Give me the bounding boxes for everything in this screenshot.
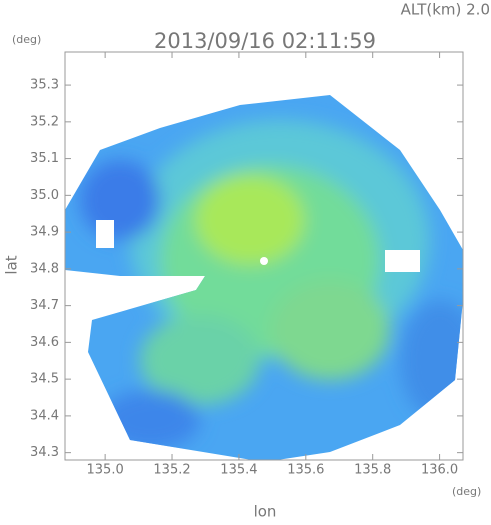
y-tick-label: 35.2 — [30, 114, 59, 129]
x-tick-label: 135.0 — [87, 463, 124, 478]
y-unit: (deg) — [12, 33, 41, 46]
y-tick-label: 35.1 — [30, 151, 59, 166]
y-tick-label: 34.9 — [30, 225, 59, 240]
y-tick-label: 34.6 — [30, 335, 59, 350]
x-tick-label: 135.8 — [354, 463, 391, 478]
x-axis-label: lon — [254, 503, 277, 521]
radar-field — [65, 95, 463, 460]
y-tick-label: 35.0 — [30, 188, 59, 203]
x-tick-label: 135.2 — [153, 463, 190, 478]
y-tick-label: 35.3 — [30, 78, 59, 93]
y-tick-label: 34.5 — [30, 372, 59, 387]
y-tick-label: 34.7 — [30, 298, 59, 313]
x-tick-label: 135.4 — [220, 463, 257, 478]
chart-title: 2013/09/16 02:11:59 — [154, 29, 376, 53]
y-tick-label: 34.3 — [30, 445, 59, 460]
plot-frame — [64, 51, 464, 461]
x-unit: (deg) — [452, 485, 481, 498]
y-axis-label: lat — [3, 255, 21, 274]
y-tick-label: 34.4 — [30, 408, 59, 423]
x-tick-label: 136.0 — [421, 463, 458, 478]
y-tick-label: 34.8 — [30, 261, 59, 276]
subtitle: ALT(km) 2.0 — [401, 1, 490, 19]
x-tick-label: 135.6 — [287, 463, 324, 478]
